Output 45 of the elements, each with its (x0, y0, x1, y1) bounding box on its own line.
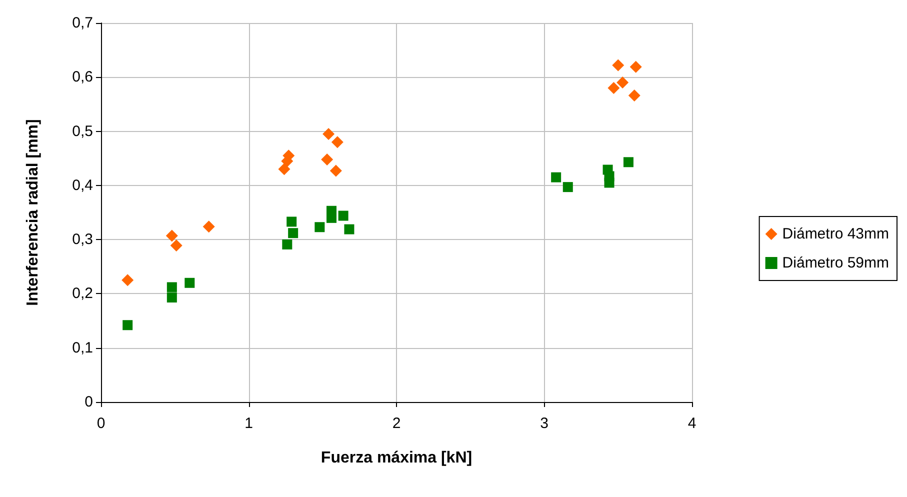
point (282, 239, 292, 250)
x-tick-label: 1 (244, 415, 253, 432)
point (551, 172, 562, 182)
point (170, 240, 182, 252)
y-tick-label: 0,3 (72, 231, 93, 248)
y-tick-label: 0,2 (72, 285, 93, 302)
point (286, 216, 297, 227)
point (288, 228, 298, 238)
point (184, 278, 195, 288)
point (122, 274, 134, 286)
point (608, 82, 620, 94)
point (166, 230, 178, 242)
x-tick-label: 4 (688, 415, 696, 432)
point (604, 178, 614, 188)
point (616, 76, 629, 89)
y-tick-label: 0,1 (72, 339, 93, 356)
x-tick-label: 2 (392, 415, 401, 432)
y-tick-label: 0 (84, 394, 93, 410)
point (562, 182, 573, 192)
x-axis-title: Fuerza máxima [kN] (320, 450, 472, 466)
point (122, 320, 133, 330)
x-tick-label: 3 (540, 415, 548, 432)
point (338, 210, 348, 221)
point (612, 59, 624, 72)
point (330, 164, 342, 177)
point (331, 136, 344, 148)
legend-label: Diámetro 43mm (782, 226, 890, 242)
y-axis-title: Interferencia radial [mm] (24, 119, 42, 306)
point (278, 163, 290, 176)
y-tick-label: 0,7 (72, 14, 93, 32)
y-tick-label: 0,6 (72, 68, 93, 86)
y-tick-label: 0,4 (72, 176, 93, 194)
point (630, 60, 642, 73)
point (166, 292, 177, 303)
point (628, 90, 640, 102)
legend-label: Diámetro 59mm (782, 254, 890, 272)
point (202, 220, 215, 233)
point (321, 153, 334, 166)
point (166, 282, 177, 292)
y-tick-label: 0,5 (72, 122, 93, 140)
point (344, 224, 354, 234)
point (314, 222, 325, 232)
point (623, 157, 634, 168)
point (322, 128, 335, 140)
x-tick-label: 0 (96, 415, 106, 432)
